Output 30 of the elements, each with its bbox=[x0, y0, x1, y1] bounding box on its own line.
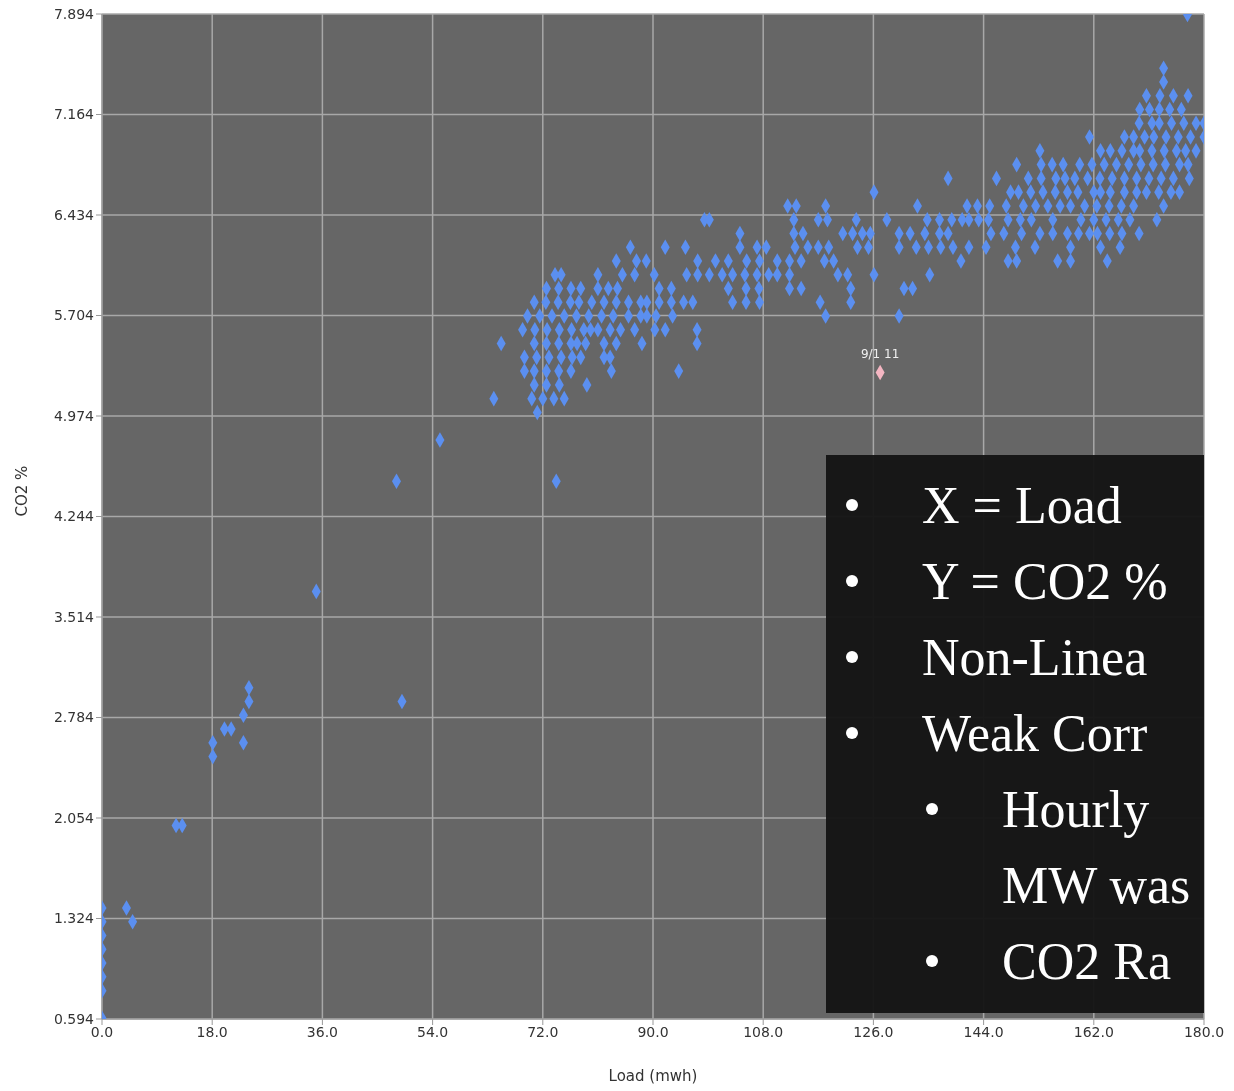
x-tick-label: 90.0 bbox=[637, 1023, 669, 1040]
y-tick-label: 2.784 bbox=[53, 709, 95, 726]
x-tick-label: 180.0 bbox=[1183, 1023, 1225, 1040]
y-tick-label: 7.894 bbox=[53, 5, 95, 22]
y-tick-label: 2.054 bbox=[53, 809, 95, 826]
annotation: 9/1 11 bbox=[860, 347, 900, 362]
x-tick-label: 18.0 bbox=[196, 1023, 228, 1040]
annotation: CO2 Ra bbox=[1002, 931, 1171, 991]
y-tick-label: 5.704 bbox=[53, 307, 95, 324]
annotation: Weak Corr bbox=[922, 703, 1148, 763]
y-tick-label: 6.434 bbox=[53, 206, 95, 223]
x-tick-label: 108.0 bbox=[743, 1023, 784, 1040]
x-tick-label: 144.0 bbox=[963, 1023, 1004, 1040]
x-tick-label: 54.0 bbox=[417, 1023, 449, 1040]
x-axis-title: Load (mwh) bbox=[608, 1067, 698, 1085]
y-tick-label: 4.974 bbox=[53, 407, 95, 424]
x-tick-label: 72.0 bbox=[527, 1023, 559, 1040]
annotation: X = Load bbox=[922, 475, 1122, 535]
x-tick-label: 36.0 bbox=[306, 1023, 338, 1040]
annotation: Hourly bbox=[1002, 779, 1150, 839]
y-tick-label: 3.514 bbox=[53, 608, 95, 625]
y-tick-label: 1.324 bbox=[53, 910, 95, 927]
y-axis-title: CO2 % bbox=[13, 465, 32, 517]
x-tick-label: 126.0 bbox=[853, 1023, 894, 1040]
x-tick-label: 162.0 bbox=[1073, 1023, 1114, 1040]
annotation: Non-Linea bbox=[922, 627, 1148, 687]
y-tick-label: 4.244 bbox=[53, 508, 95, 525]
annotation: MW was bbox=[1002, 855, 1191, 915]
annotation: Y = CO2 % bbox=[922, 551, 1168, 611]
y-tick-label: 7.164 bbox=[53, 106, 95, 123]
